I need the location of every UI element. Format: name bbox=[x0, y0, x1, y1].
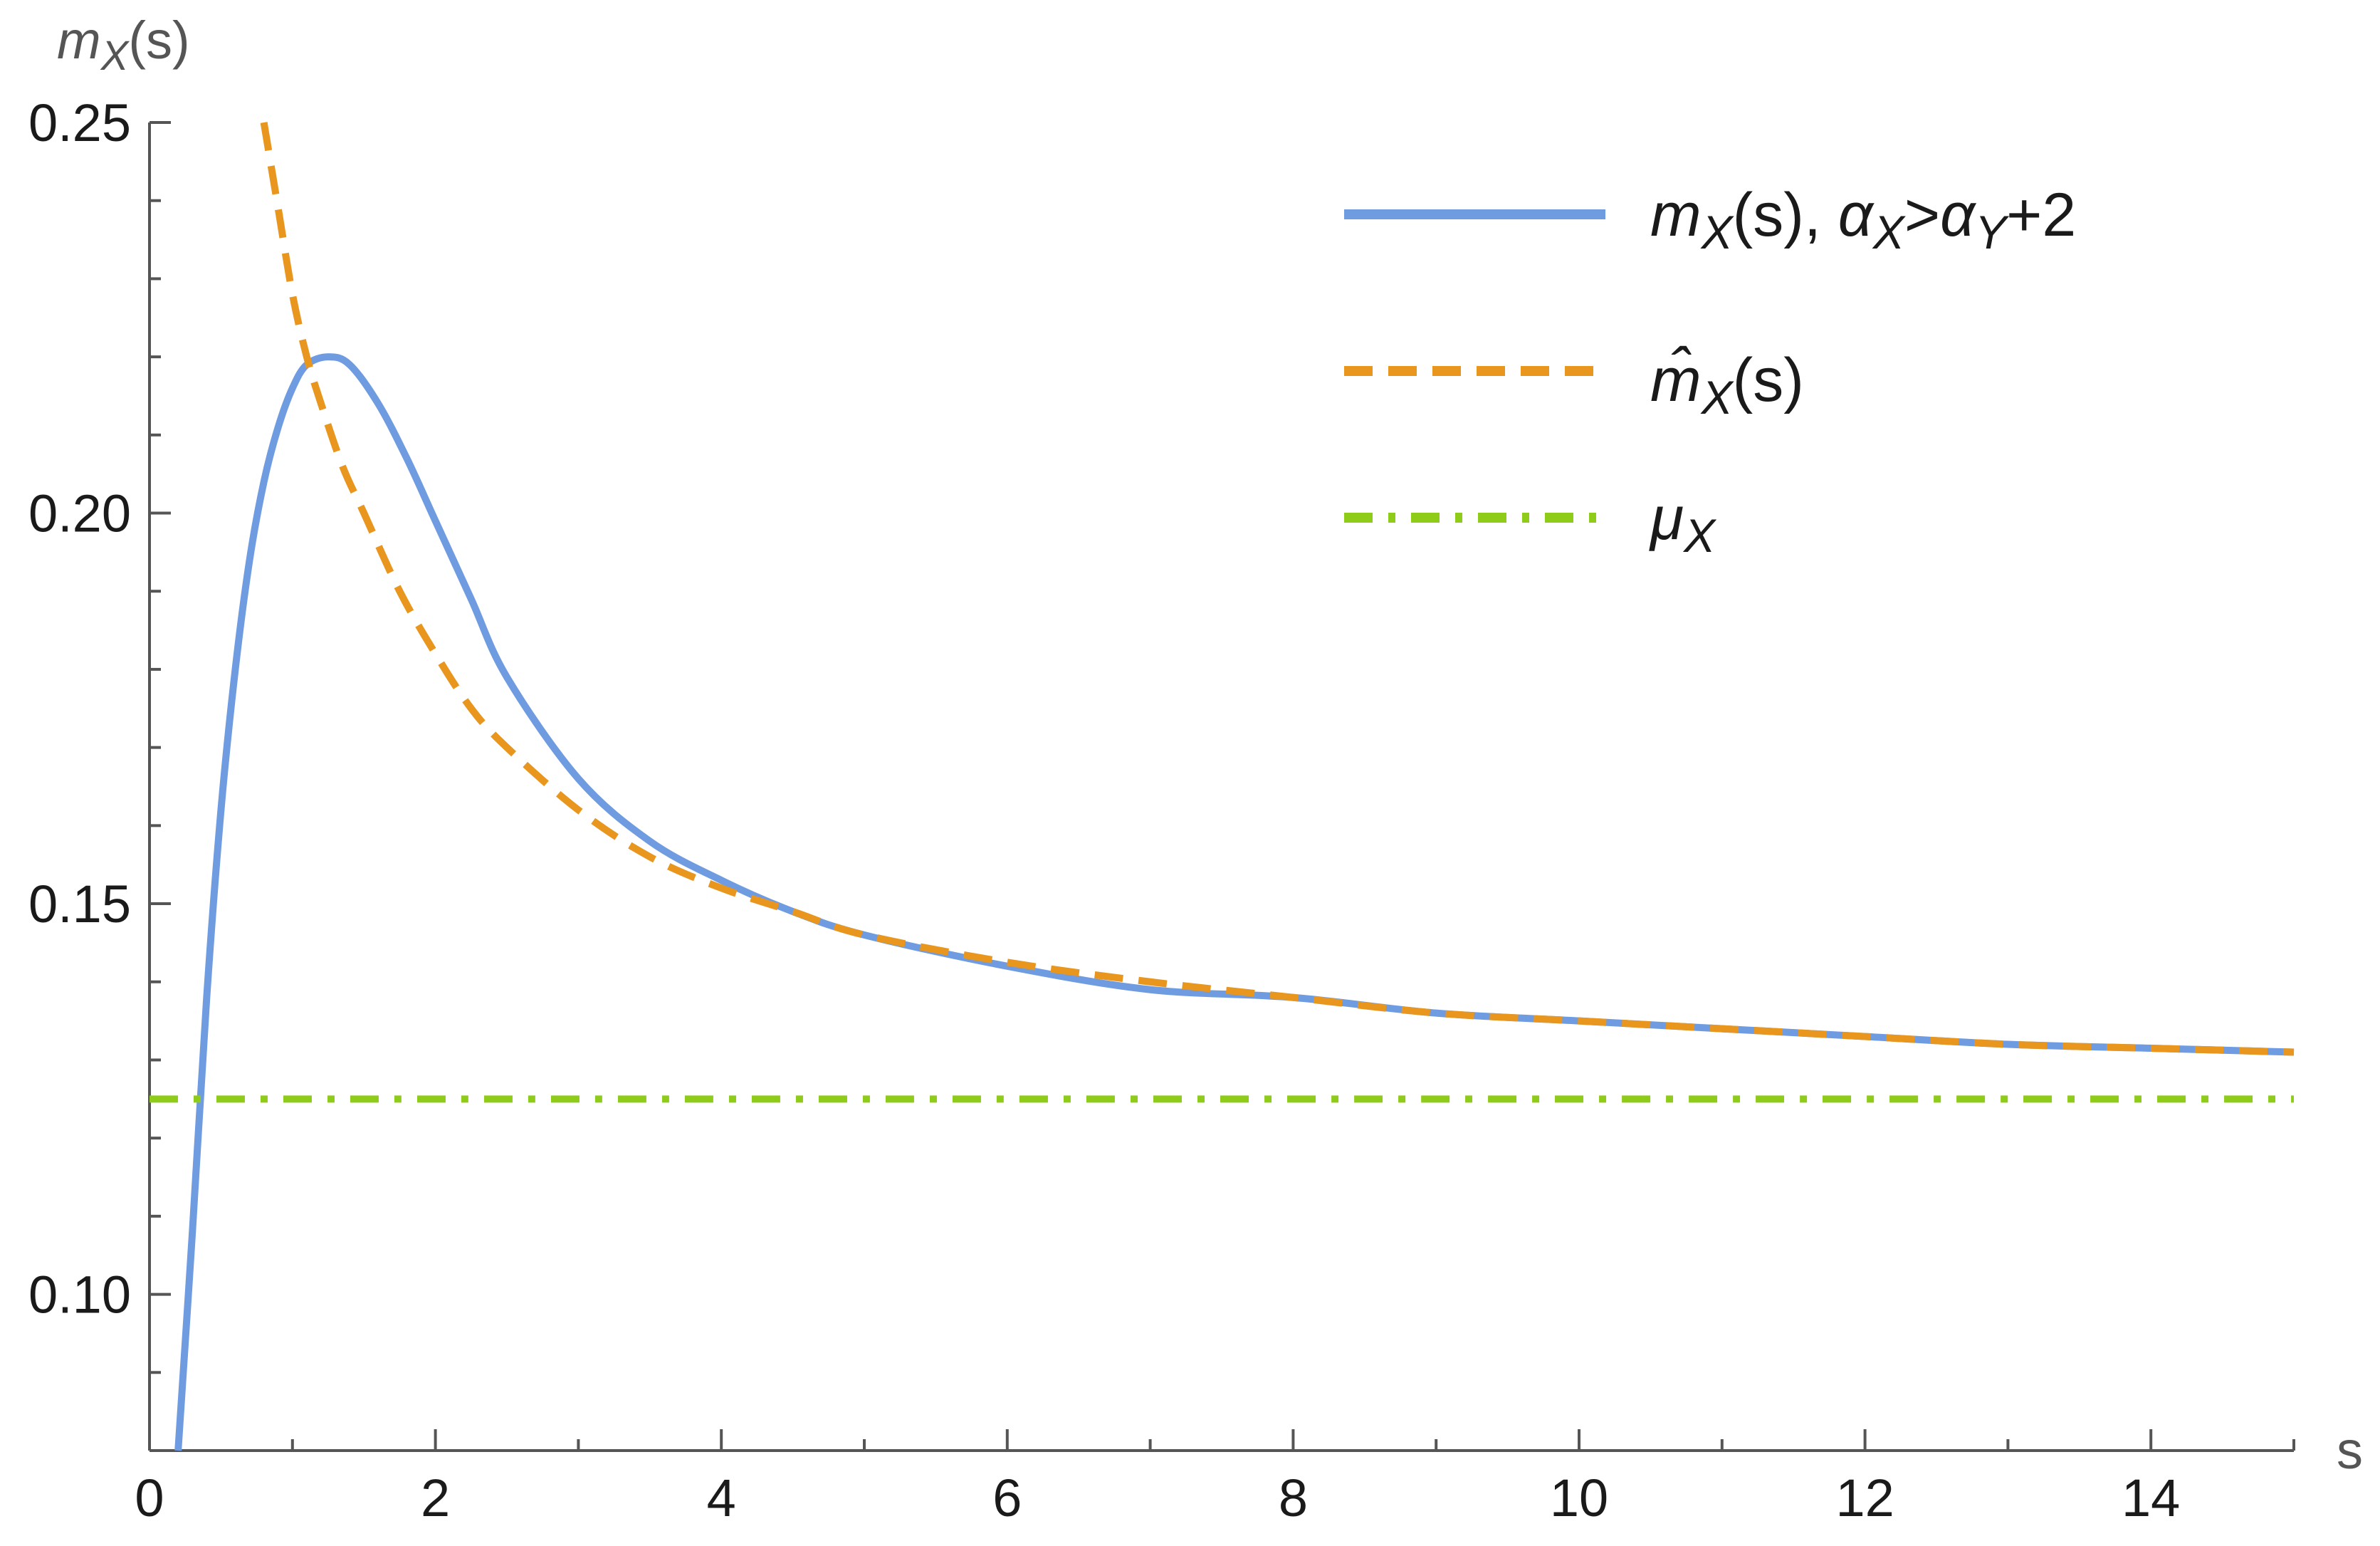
y-axis-title-tail: (s) bbox=[128, 11, 189, 70]
axes: 0 2 4 6 8 10 12 14 0.10 0.15 0.20 0.25 bbox=[28, 93, 2295, 1527]
x-tick-label: 4 bbox=[707, 1468, 736, 1527]
x-ticks: 0 2 4 6 8 10 12 14 bbox=[135, 1429, 2295, 1527]
legend-label-m-hat-x: m̂X(s) bbox=[1650, 346, 1804, 424]
x-tick-label: 10 bbox=[1550, 1468, 1608, 1527]
series-m-x-line bbox=[174, 353, 2295, 1451]
series-m-hat-x-line bbox=[260, 122, 2295, 1056]
legend-label-m-x: mX(s), αX>αY+2 bbox=[1650, 181, 2076, 258]
x-axis-title: s bbox=[2337, 1421, 2363, 1480]
x-tick-label: 2 bbox=[421, 1468, 450, 1527]
y-axis-title-sub: X bbox=[100, 33, 130, 79]
y-tick-label: 0.15 bbox=[28, 874, 131, 934]
x-tick-label: 8 bbox=[1279, 1468, 1308, 1527]
y-tick-label: 0.25 bbox=[28, 93, 131, 152]
x-tick-label: 6 bbox=[992, 1468, 1022, 1527]
legend: mX(s), αX>αY+2 m̂X(s) μX bbox=[1344, 181, 2076, 562]
y-axis-title-main: m bbox=[57, 11, 101, 70]
x-tick-label: 14 bbox=[2122, 1468, 2180, 1527]
y-axis-title: mX(s) bbox=[57, 11, 190, 79]
y-tick-label: 0.10 bbox=[28, 1265, 131, 1325]
y-ticks: 0.10 0.15 0.20 0.25 bbox=[28, 93, 171, 1452]
x-tick-label: 0 bbox=[135, 1468, 164, 1527]
y-tick-label: 0.20 bbox=[28, 484, 131, 543]
x-tick-label: 12 bbox=[1835, 1468, 1894, 1527]
series-layer bbox=[149, 122, 2295, 1451]
legend-label-mu-x: μX bbox=[1649, 484, 1717, 562]
